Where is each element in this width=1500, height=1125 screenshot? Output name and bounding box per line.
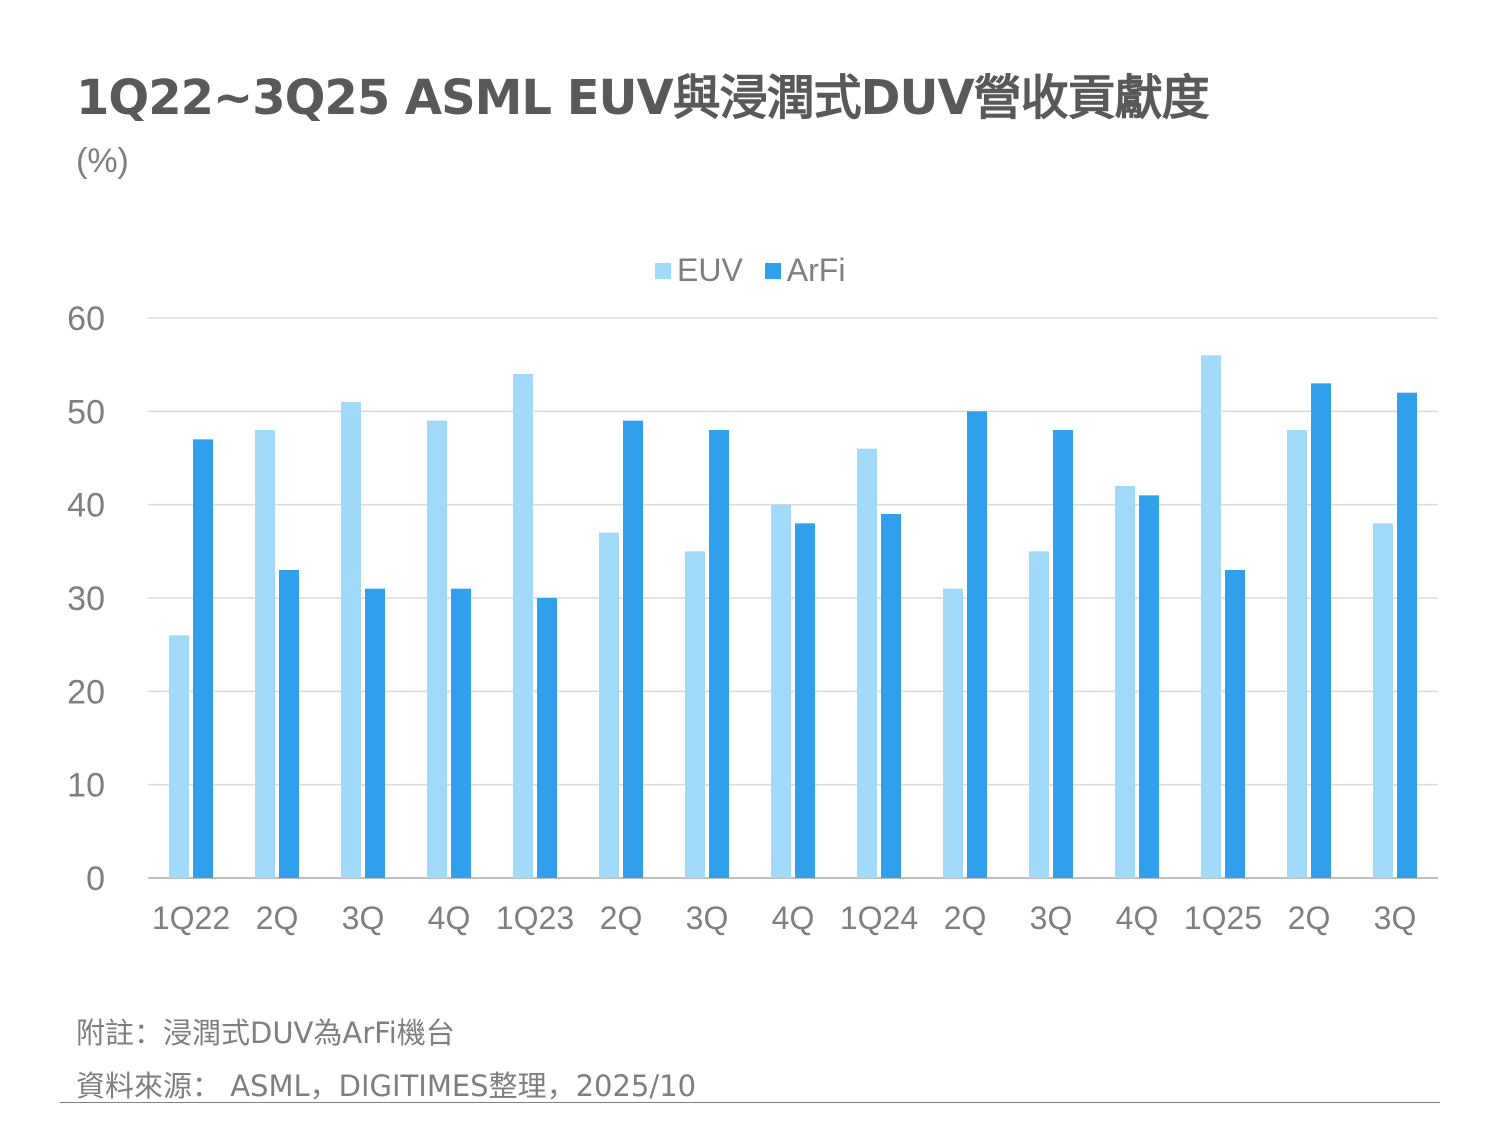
chart-title: 1Q22~3Q25 ASML EUV與浸潤式DUV營收貢獻度 — [76, 70, 1210, 126]
bar-arfi — [451, 588, 471, 878]
bar-arfi — [1053, 430, 1073, 878]
bar-euv — [685, 551, 705, 878]
bar-euv — [943, 588, 963, 878]
bar-euv — [1029, 551, 1049, 878]
x-tick-label: 4Q — [1116, 900, 1159, 936]
x-tick-label: 3Q — [686, 900, 729, 936]
bar-arfi — [795, 523, 815, 878]
bar-arfi — [623, 420, 643, 878]
x-tick-label: 2Q — [256, 900, 299, 936]
bar-euv — [169, 635, 189, 878]
legend-item-arfi: ArFi — [764, 252, 846, 289]
x-tick-label: 3Q — [1374, 900, 1417, 936]
bar-arfi — [1225, 570, 1245, 878]
legend-label-arfi: ArFi — [786, 252, 846, 288]
legend: EUV ArFi — [655, 252, 845, 289]
source-note: 資料來源： ASML，DIGITIMES整理，2025/10 — [76, 1069, 697, 1103]
x-tick-label: 1Q25 — [1184, 900, 1262, 936]
footnote: 附註：浸潤式DUV為ArFi機台 — [76, 1016, 455, 1050]
bar-euv — [427, 420, 447, 878]
bar-euv — [1201, 355, 1221, 878]
legend-label-euv: EUV — [677, 252, 743, 288]
bar-euv — [857, 448, 877, 878]
legend-swatch-euv — [655, 262, 671, 279]
bar-euv — [1287, 430, 1307, 878]
bar-arfi — [365, 588, 385, 878]
y-axis-unit: (%) — [76, 142, 129, 180]
y-tick-label: 10 — [67, 767, 105, 805]
bar-arfi — [537, 598, 557, 878]
x-tick-label: 1Q22 — [152, 900, 230, 936]
bottom-rule — [60, 1102, 1440, 1103]
x-tick-label: 2Q — [1288, 900, 1331, 936]
bar-euv — [1115, 486, 1135, 878]
bar-euv — [513, 374, 533, 878]
bar-arfi — [1139, 495, 1159, 878]
x-tick-label: 1Q23 — [496, 900, 574, 936]
x-tick-label: 3Q — [342, 900, 385, 936]
bar-euv — [599, 532, 619, 878]
x-tick-label: 1Q24 — [840, 900, 918, 936]
legend-swatch-arfi — [764, 262, 781, 279]
bar-euv — [255, 430, 275, 878]
y-tick-label: 30 — [67, 580, 105, 618]
legend-item-euv: EUV — [655, 252, 743, 289]
y-tick-label: 20 — [67, 673, 105, 711]
bar-arfi — [881, 514, 901, 878]
bar-euv — [341, 402, 361, 878]
x-tick-label: 4Q — [428, 900, 471, 936]
bar-arfi — [709, 430, 729, 878]
bar-euv — [1373, 523, 1393, 878]
bar-arfi — [193, 439, 213, 878]
bar-arfi — [1397, 392, 1417, 878]
y-tick-label: 60 — [67, 300, 105, 338]
bar-arfi — [279, 570, 299, 878]
x-tick-label: 2Q — [600, 900, 643, 936]
x-tick-label: 3Q — [1030, 900, 1073, 936]
y-tick-label: 50 — [67, 393, 105, 431]
x-tick-label: 2Q — [944, 900, 987, 936]
bar-euv — [771, 504, 791, 878]
bar-arfi — [967, 411, 987, 878]
y-tick-label: 40 — [67, 487, 105, 525]
bar-arfi — [1311, 383, 1331, 878]
x-tick-label: 4Q — [772, 900, 815, 936]
y-tick-label: 0 — [86, 860, 105, 898]
